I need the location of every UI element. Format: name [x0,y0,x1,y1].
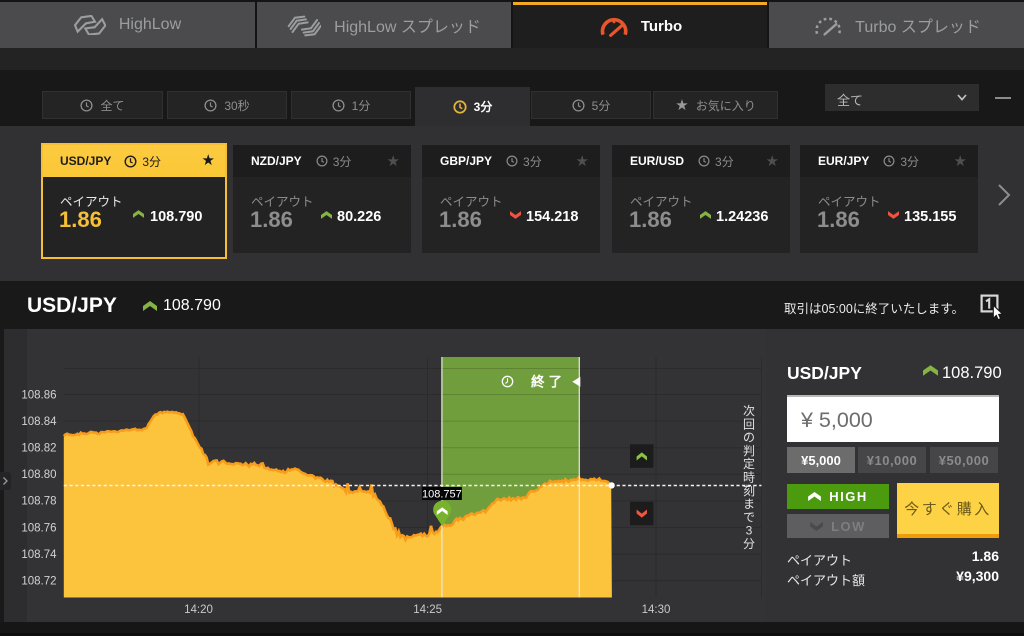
svg-text:14:25: 14:25 [413,604,442,616]
svg-text:14:30: 14:30 [642,604,671,616]
svg-text:分: 分 [743,537,755,551]
svg-text:108.78: 108.78 [21,496,56,508]
svg-text:108.74: 108.74 [21,549,57,561]
svg-text:108.86: 108.86 [21,389,56,401]
svg-text:の: の [743,431,755,445]
svg-text:ま: ま [743,497,755,511]
svg-text:で: で [743,510,755,524]
svg-text:判: 判 [743,444,755,458]
svg-text:3: 3 [746,524,753,538]
svg-text:回: 回 [743,417,755,431]
svg-text:時: 時 [743,471,755,485]
svg-text:108.80: 108.80 [21,469,56,481]
svg-text:14:20: 14:20 [184,604,213,616]
svg-text:終了: 終了 [531,374,566,390]
svg-text:108.757: 108.757 [422,488,462,500]
svg-text:108.82: 108.82 [21,443,56,455]
svg-text:108.72: 108.72 [21,576,56,588]
svg-text:108.84: 108.84 [21,416,57,428]
svg-text:次: 次 [743,404,755,418]
svg-text:刻: 刻 [743,484,755,498]
svg-text:108.76: 108.76 [21,522,56,534]
svg-text:定: 定 [743,456,755,471]
